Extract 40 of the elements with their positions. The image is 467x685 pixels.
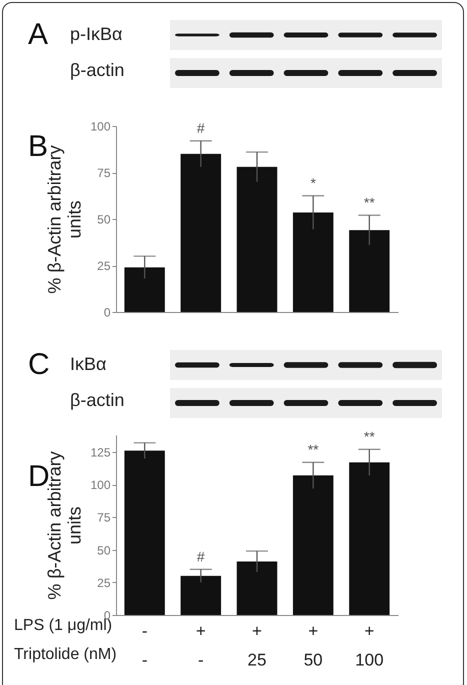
bar <box>349 462 390 615</box>
text: IκBα <box>70 354 106 375</box>
text: β-actin <box>70 60 124 81</box>
y-tick-label: 100 <box>90 478 111 492</box>
bar <box>349 230 390 312</box>
bar <box>180 154 222 312</box>
text: C <box>28 348 50 382</box>
y-tick-label: 0 <box>104 306 111 320</box>
y-tick-label: 25 <box>97 576 111 590</box>
y-tick-label: 75 <box>97 166 111 180</box>
x-tick-label: - - <box>142 622 148 670</box>
data-label: ** <box>364 194 376 210</box>
data-label: # <box>196 548 205 564</box>
data-label: * <box>310 174 316 191</box>
data-label: # <box>196 120 205 136</box>
text: B <box>28 130 48 163</box>
y-tick-label: 50 <box>97 543 111 558</box>
bar <box>236 562 278 615</box>
y-tick-label: 25 <box>97 259 111 273</box>
x-tick-label: + 50 <box>304 622 323 670</box>
bar <box>236 166 278 312</box>
y-tick-label: 100 <box>90 120 111 134</box>
data-label: ** <box>364 428 376 444</box>
x-tick-label: + 100 <box>355 622 384 670</box>
y-tick-label: 75 <box>97 510 111 525</box>
x-tick-label: + 25 <box>248 622 266 670</box>
text: p-IκBα <box>70 24 122 45</box>
text: Triptolide (nM) <box>14 646 117 664</box>
text: A <box>28 18 48 52</box>
text: β-actin <box>70 390 124 411</box>
y-tick-label: 125 <box>90 445 111 460</box>
x-tick-label: + - <box>196 622 206 670</box>
data-label: ** <box>308 441 320 458</box>
bar <box>124 450 165 615</box>
bar <box>124 267 165 312</box>
bar <box>292 475 334 615</box>
bar <box>292 212 334 312</box>
y-tick-label: 50 <box>97 212 111 226</box>
text: LPS (1 μg/ml) <box>14 617 112 635</box>
bar <box>180 576 222 615</box>
